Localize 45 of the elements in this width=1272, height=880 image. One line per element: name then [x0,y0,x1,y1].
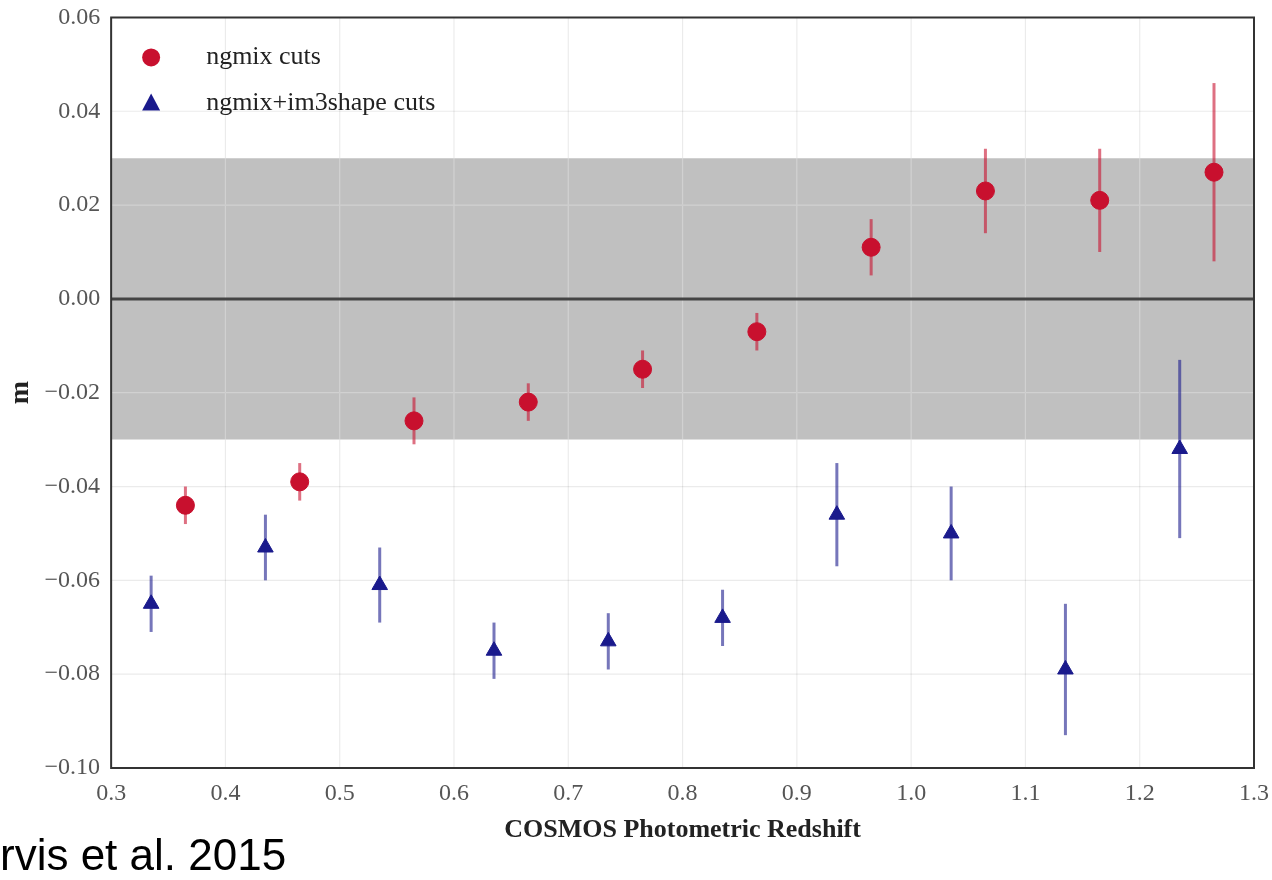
point [175,495,195,515]
point [485,641,503,656]
y-tick-label: 0.04 [58,96,101,123]
point [371,575,388,591]
y-tick-label: 0.06 [58,2,101,29]
point [714,608,731,623]
x-tick-label: 0.8 [667,778,698,805]
text: rvis et al. 2015 [0,830,287,880]
y-tick-label: 0.02 [58,190,101,217]
legend-label: ngmix+im3shape cuts [206,87,436,117]
point [257,538,274,553]
y-tick-label: −0.06 [44,565,101,592]
point [290,472,310,492]
point [1204,162,1224,182]
point [861,237,881,257]
point [747,322,767,342]
point [404,411,424,431]
y-tick-label: −0.08 [44,659,101,686]
y-tick-label: −0.02 [44,378,101,404]
point [518,392,538,412]
x-tick-label: 1.1 [1010,778,1041,805]
point [942,523,960,539]
point [1171,439,1189,454]
y-tick-label: 0.00 [58,284,101,311]
x-tick-label: 0.7 [553,778,584,805]
point [599,631,617,647]
x-tick-label: 0.6 [438,778,469,805]
x-tick-label: 0.4 [210,778,241,805]
x-tick-label: 1.2 [1124,778,1155,805]
y-tick-label: −0.04 [44,471,101,498]
x-tick-label: 1.3 [1239,778,1269,805]
x-tick-label: 1.0 [896,778,927,805]
y-tick-label: −0.10 [44,753,101,780]
point [975,181,995,201]
x-tick-label: 0.5 [324,778,355,805]
point [1090,190,1110,210]
x-tick-label: 0.3 [96,778,127,805]
x-tick-label: 0.9 [781,778,812,805]
point [142,594,160,609]
point [1057,659,1074,675]
y-axis-title: m [3,381,35,405]
point [828,505,846,520]
point [633,359,653,379]
legend-label: ngmix cuts [206,41,321,71]
x-axis-title: COSMOS Photometric Redshift [504,814,862,844]
